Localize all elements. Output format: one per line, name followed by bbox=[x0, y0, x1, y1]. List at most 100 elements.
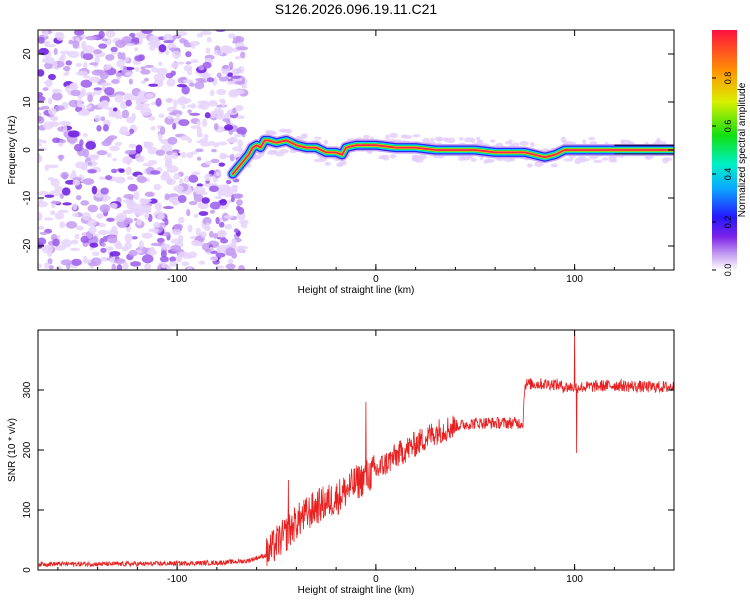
noise-blob bbox=[76, 225, 84, 231]
noise-blob bbox=[185, 51, 192, 58]
noise-blob bbox=[159, 126, 166, 135]
noise-blob bbox=[124, 233, 133, 243]
noise-blob bbox=[38, 95, 46, 102]
noise-blob bbox=[128, 78, 133, 85]
noise-blob bbox=[106, 217, 115, 222]
noise-blob bbox=[193, 213, 199, 219]
halo-blob bbox=[278, 128, 289, 133]
noise-blob bbox=[107, 152, 112, 158]
noise-blob bbox=[82, 133, 88, 138]
noise-blob bbox=[191, 43, 196, 50]
noise-blob bbox=[42, 87, 49, 91]
noise-blob bbox=[183, 175, 190, 183]
noise-blob bbox=[93, 87, 103, 91]
noise-blob bbox=[128, 143, 137, 149]
noise-blob bbox=[38, 190, 49, 196]
noise-blob bbox=[237, 139, 243, 148]
noise-blob bbox=[172, 201, 179, 206]
noise-blob bbox=[186, 152, 194, 159]
halo-blob bbox=[471, 137, 476, 144]
noise-blob bbox=[150, 125, 156, 131]
noise-blob bbox=[136, 176, 148, 184]
noise-blob bbox=[76, 98, 83, 108]
noise-blob bbox=[236, 126, 248, 135]
noise-blob bbox=[176, 83, 187, 88]
noise-blob bbox=[44, 62, 53, 70]
noise-blob bbox=[161, 144, 173, 153]
noise-blob bbox=[228, 33, 236, 39]
noise-blob bbox=[72, 213, 79, 218]
noise-blob bbox=[82, 75, 91, 79]
noise-blob bbox=[195, 148, 204, 153]
noise-blob bbox=[216, 141, 228, 146]
noise-blob bbox=[200, 141, 211, 147]
noise-blob bbox=[96, 150, 108, 156]
noise-blob bbox=[145, 141, 154, 148]
noise-blob bbox=[198, 211, 209, 217]
halo-blob bbox=[458, 136, 464, 141]
noise-blob bbox=[202, 118, 208, 128]
noise-blob bbox=[234, 80, 245, 85]
noise-blob bbox=[114, 141, 123, 147]
noise-blob bbox=[167, 115, 174, 119]
noise-blob bbox=[43, 30, 49, 37]
spectrogram-ylabel: Frequency (Hz) bbox=[7, 116, 18, 185]
noise-blob bbox=[164, 193, 170, 201]
noise-blob bbox=[130, 261, 142, 267]
noise-blob bbox=[156, 67, 168, 76]
noise-blob bbox=[59, 50, 72, 55]
noise-blob bbox=[233, 228, 239, 233]
noise-blob bbox=[161, 261, 167, 269]
noise-blob bbox=[214, 107, 222, 115]
noise-blob bbox=[229, 153, 235, 162]
halo-blob bbox=[412, 133, 421, 138]
noise-blob bbox=[229, 136, 238, 143]
noise-blob bbox=[225, 179, 232, 185]
noise-blob bbox=[206, 77, 215, 83]
halo-blob bbox=[446, 137, 456, 144]
chart-title: S126.2026.096.19.11.C21 bbox=[275, 1, 438, 17]
noise-blob bbox=[87, 204, 99, 213]
noise-blob bbox=[178, 216, 185, 224]
noise-blob bbox=[132, 96, 139, 101]
noise-blob bbox=[48, 108, 57, 116]
noise-blob bbox=[209, 89, 215, 97]
noise-blob bbox=[159, 255, 169, 263]
noise-blob bbox=[196, 133, 204, 138]
snr-ytick-label: 300 bbox=[22, 381, 33, 398]
halo-blob bbox=[588, 136, 596, 141]
noise-blob bbox=[88, 226, 97, 234]
noise-blob bbox=[109, 202, 118, 209]
noise-blob bbox=[52, 88, 62, 94]
noise-blob bbox=[188, 174, 199, 183]
noise-blob bbox=[207, 101, 219, 107]
noise-blob bbox=[39, 231, 48, 236]
halo-blob bbox=[527, 163, 533, 168]
noise-blob bbox=[158, 113, 165, 118]
noise-blob bbox=[140, 69, 151, 75]
noise-blob bbox=[226, 80, 237, 85]
noise-blob bbox=[148, 228, 159, 233]
noise-blob bbox=[87, 94, 94, 103]
noise-blob bbox=[238, 265, 245, 270]
noise-blob bbox=[166, 78, 176, 87]
noise-blob bbox=[136, 249, 143, 254]
spectrogram-xlabel: Height of straight line (km) bbox=[298, 285, 415, 296]
noise-blob bbox=[155, 97, 162, 107]
halo-blob bbox=[434, 136, 444, 142]
halo-blob bbox=[389, 132, 398, 139]
noise-blob bbox=[60, 171, 69, 179]
noise-blob bbox=[204, 173, 211, 182]
colorbar-tick-label: 0.2 bbox=[723, 216, 733, 229]
noise-blob bbox=[141, 232, 153, 239]
noise-blob bbox=[62, 125, 68, 133]
noise-blob bbox=[142, 162, 154, 167]
noise-blob bbox=[197, 100, 209, 105]
noise-blob bbox=[38, 111, 42, 117]
noise-blob bbox=[177, 234, 184, 243]
snr-xtick-label: 100 bbox=[566, 574, 583, 585]
noise-blob bbox=[38, 116, 45, 124]
noise-blob bbox=[178, 119, 190, 127]
noise-blob bbox=[196, 156, 202, 161]
noise-blob bbox=[141, 254, 154, 264]
